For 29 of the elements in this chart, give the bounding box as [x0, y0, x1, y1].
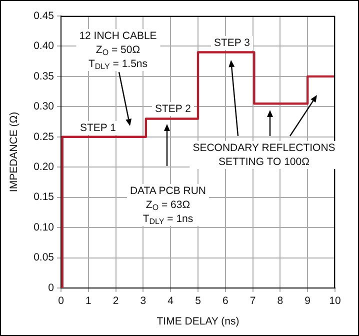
y-tick-label: 0.10 — [34, 221, 54, 234]
y-tick-label: 0.20 — [34, 161, 54, 173]
y-axis-title: IMPEDANCE (Ω) — [8, 112, 20, 192]
x-tick-label: 2 — [112, 295, 119, 308]
y-tick-label: 0.45 — [34, 10, 54, 22]
x-tick-label: 0 — [58, 295, 64, 308]
annotation: STEP 1 — [77, 121, 119, 135]
y-tick-label: 0.40 — [34, 40, 54, 52]
x-tick-label: 8 — [277, 295, 284, 308]
y-tick-label: 0.15 — [34, 191, 54, 204]
y-tick-label: 0.05 — [34, 252, 54, 264]
x-tick-label: 10 — [329, 295, 341, 308]
x-tick-label: 5 — [195, 295, 202, 308]
annotation: DATA PCB RUN Z$_{O}$ = 63Ω T$_{DLY}$ = 1ns — [126, 184, 210, 226]
x-tick-label: 9 — [304, 295, 311, 308]
y-tick-label: 0.35 — [34, 70, 54, 82]
x-tick-label: 1 — [85, 295, 92, 308]
x-axis-title: TIME DELAY (ns) — [156, 316, 240, 328]
annotation: STEP 3 — [211, 36, 253, 50]
x-tick-label: 6 — [222, 295, 228, 308]
y-tick-label: 0.30 — [34, 100, 54, 113]
y-tick-label: 0 — [48, 282, 54, 294]
text: 12 INCH CABLE Z$_{O}$ = 50Ω T$_{DLY}$ = 1.5ns — [79, 30, 157, 71]
x-tick-label: 3 — [140, 295, 146, 308]
annotation: STEP 2 — [152, 102, 194, 116]
y-tick-label: 0.25 — [34, 130, 54, 143]
x-tick-label: 4 — [168, 295, 174, 308]
x-tick-label: 7 — [250, 295, 256, 308]
annotation: SECONDARY REFLECTIONS SETTING TO 100Ω — [190, 141, 338, 169]
